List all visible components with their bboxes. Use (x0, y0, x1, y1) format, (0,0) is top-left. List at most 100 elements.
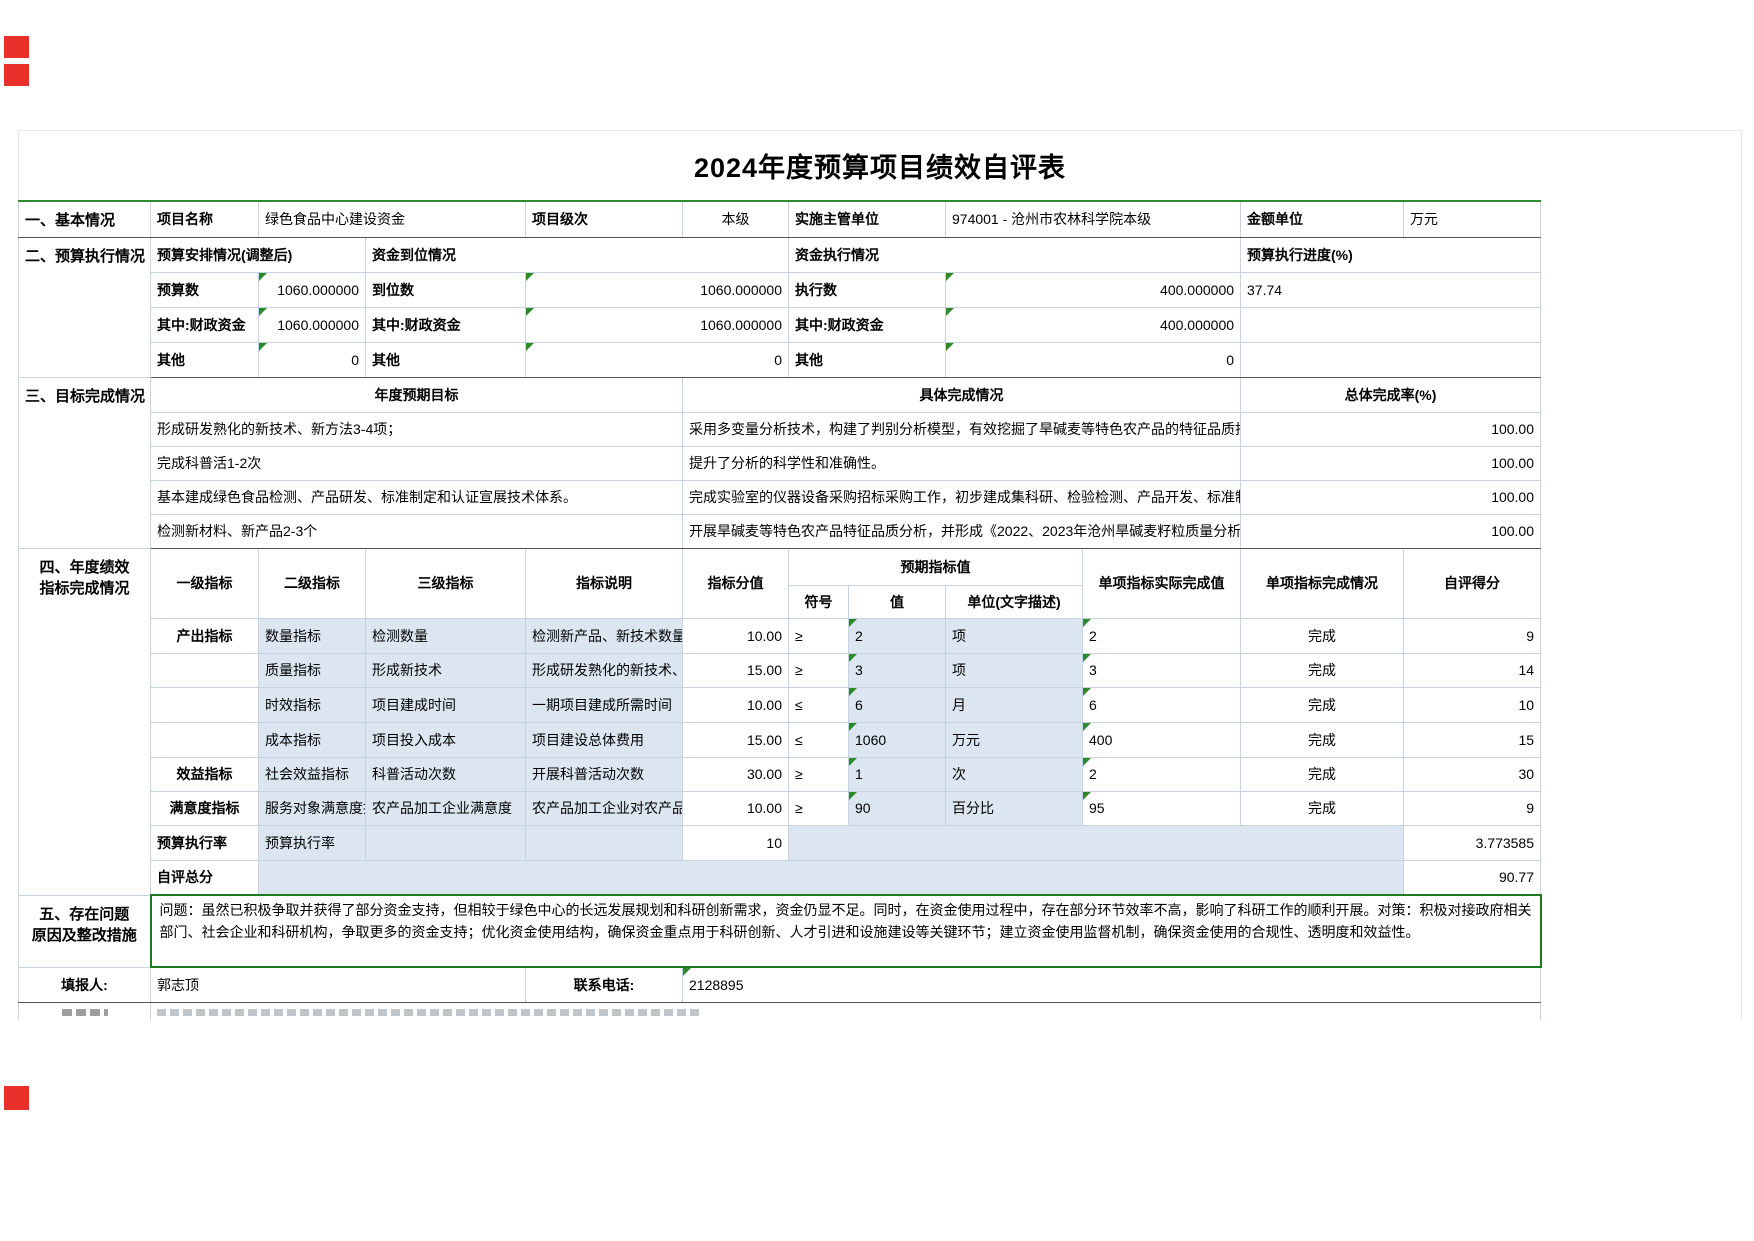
goal-rate-cell[interactable]: 100.00 (1240, 445, 1542, 481)
goal-target-cell[interactable]: 形成研发熟化的新技术、新方法3-4项； (150, 411, 683, 447)
indicator-unit-cell[interactable]: 百分比 (945, 790, 1083, 826)
indicator-symbol-cell[interactable]: ≤ (788, 721, 849, 758)
indicator-score-cell[interactable]: 10.00 (682, 790, 789, 826)
indicator-status-cell[interactable]: 完成 (1240, 790, 1405, 826)
indicator-actual-cell[interactable]: 6 (1081, 686, 1242, 723)
indicator-self-score-cell[interactable]: 9 (1403, 617, 1542, 654)
goal-completion-cell[interactable]: 开展旱碱麦等特色农产品特征品质分析，并形成《2022、2023年沧州旱碱麦籽粒质… (681, 513, 1242, 549)
indicator-desc-cell[interactable]: 形成研发熟化的新技术、新方法 (525, 652, 683, 688)
goal-target-cell[interactable]: 检测新材料、新产品2-3个 (150, 513, 683, 549)
empty-cell[interactable] (525, 824, 683, 861)
indicator-unit-cell[interactable]: 项 (945, 652, 1083, 688)
indicator-l1-cell[interactable]: 产出指标 (150, 617, 259, 654)
indicator-symbol-cell[interactable]: ≥ (788, 652, 849, 688)
goal-rate-cell[interactable]: 100.00 (1240, 479, 1542, 515)
indicator-score-cell[interactable]: 15.00 (682, 652, 789, 688)
project-name-cell[interactable]: 绿色食品中心建设资金 (258, 200, 526, 238)
indicator-actual-cell[interactable]: 95 (1081, 790, 1242, 826)
executed-amount-cell[interactable]: 400.000000 (944, 271, 1242, 308)
goal-completion-cell[interactable]: 提升了分析的科学性和准确性。 (681, 445, 1242, 481)
filler-name-cell[interactable]: 郭志顶 (150, 966, 526, 1003)
empty-cell[interactable] (1240, 341, 1542, 378)
authority-cell[interactable]: 974001 - 沧州市农林科学院本级 (944, 200, 1242, 238)
indicator-symbol-cell[interactable]: ≥ (788, 790, 849, 826)
indicator-l2-cell[interactable]: 数量指标 (258, 617, 366, 654)
received-amount-cell[interactable]: 0 (525, 341, 789, 378)
indicator-l3-cell[interactable]: 农产品加工企业满意度 (365, 790, 526, 826)
indicator-value-cell[interactable]: 6 (848, 686, 946, 723)
indicator-status-cell[interactable]: 完成 (1240, 721, 1405, 758)
arranged-amount-cell[interactable]: 0 (258, 341, 366, 378)
indicator-self-score-cell[interactable]: 14 (1403, 652, 1542, 688)
indicator-desc-cell[interactable]: 检测新产品、新技术数量 (525, 617, 683, 654)
indicator-status-cell[interactable]: 完成 (1240, 652, 1405, 688)
indicator-score-cell[interactable]: 10.00 (682, 617, 789, 654)
received-amount-cell[interactable]: 1060.000000 (525, 271, 789, 308)
empty-cell[interactable] (1240, 306, 1542, 343)
indicator-l3-cell[interactable]: 项目投入成本 (365, 721, 526, 758)
goal-target-cell[interactable]: 基本建成绿色食品检测、产品研发、标准制定和认证宣展技术体系。 (150, 479, 683, 515)
indicator-l2-cell[interactable]: 时效指标 (258, 686, 366, 723)
indicator-value-cell[interactable]: 3 (848, 652, 946, 688)
total-score-cell[interactable]: 90.77 (1403, 859, 1542, 896)
indicator-l3-cell[interactable]: 检测数量 (365, 617, 526, 654)
indicator-l1-cell[interactable]: 效益指标 (150, 756, 259, 792)
indicator-l3-cell[interactable]: 项目建成时间 (365, 686, 526, 723)
arranged-amount-cell[interactable]: 1060.000000 (258, 271, 366, 308)
indicator-score-cell[interactable]: 30.00 (682, 756, 789, 792)
goal-completion-cell[interactable]: 完成实验室的仪器设备采购招标采购工作，初步建成集科研、检验检测、产品开发、标准制… (681, 479, 1242, 515)
indicator-l3-cell[interactable]: 形成新技术 (365, 652, 526, 688)
indicator-actual-cell[interactable]: 2 (1081, 617, 1242, 654)
indicator-l3-cell[interactable]: 科普活动次数 (365, 756, 526, 792)
indicator-l1-cell[interactable] (150, 686, 259, 723)
goal-rate-cell[interactable]: 100.00 (1240, 411, 1542, 447)
indicator-actual-cell[interactable]: 400 (1081, 721, 1242, 758)
indicator-value-cell[interactable]: 90 (848, 790, 946, 826)
indicator-desc-cell[interactable]: 一期项目建成所需时间 (525, 686, 683, 723)
goal-completion-cell[interactable]: 采用多变量分析技术，构建了判别分析模型，有效挖掘了旱碱麦等特色农产品的特征品质指… (681, 411, 1242, 447)
indicator-l1-cell[interactable] (150, 652, 259, 688)
indicator-value-cell[interactable]: 1 (848, 756, 946, 792)
indicator-status-cell[interactable]: 完成 (1240, 617, 1405, 654)
goal-rate-cell[interactable]: 100.00 (1240, 513, 1542, 549)
indicator-actual-cell[interactable]: 2 (1081, 756, 1242, 792)
indicator-score-cell[interactable]: 15.00 (682, 721, 789, 758)
indicator-actual-cell[interactable]: 3 (1081, 652, 1242, 688)
indicator-desc-cell[interactable]: 农产品加工企业对农产品加工 (525, 790, 683, 826)
progress-cell[interactable]: 37.74 (1240, 271, 1542, 308)
indicator-unit-cell[interactable]: 项 (945, 617, 1083, 654)
amount-unit-cell[interactable]: 万元 (1403, 200, 1542, 238)
indicator-score-cell[interactable]: 10.00 (682, 686, 789, 723)
budget-rate-l2-cell[interactable]: 预算执行率 (258, 824, 366, 861)
indicator-l1-cell[interactable] (150, 721, 259, 758)
indicator-unit-cell[interactable]: 月 (945, 686, 1083, 723)
indicator-self-score-cell[interactable]: 10 (1403, 686, 1542, 723)
indicator-symbol-cell[interactable]: ≤ (788, 686, 849, 723)
indicator-l2-cell[interactable]: 成本指标 (258, 721, 366, 758)
indicator-desc-cell[interactable]: 项目建设总体费用 (525, 721, 683, 758)
phone-cell[interactable]: 2128895 (681, 966, 1542, 1003)
indicator-unit-cell[interactable]: 万元 (945, 721, 1083, 758)
indicator-l2-cell[interactable]: 服务对象满意度指标 (258, 790, 366, 826)
executed-amount-cell[interactable]: 0 (944, 341, 1242, 378)
empty-cell[interactable] (365, 824, 526, 861)
executed-amount-cell[interactable]: 400.000000 (944, 306, 1242, 343)
indicator-l2-cell[interactable]: 质量指标 (258, 652, 366, 688)
goal-target-cell[interactable]: 完成科普活1-2次 (150, 445, 683, 481)
empty-cell[interactable] (787, 824, 1405, 861)
indicator-self-score-cell[interactable]: 30 (1403, 756, 1542, 792)
indicator-value-cell[interactable]: 2 (848, 617, 946, 654)
indicator-l2-cell[interactable]: 社会效益指标 (258, 756, 366, 792)
arranged-amount-cell[interactable]: 1060.000000 (258, 306, 366, 343)
empty-cell[interactable] (257, 859, 1405, 896)
indicator-symbol-cell[interactable]: ≥ (788, 617, 849, 654)
indicator-status-cell[interactable]: 完成 (1240, 756, 1405, 792)
received-amount-cell[interactable]: 1060.000000 (525, 306, 789, 343)
indicator-l1-cell[interactable]: 满意度指标 (150, 790, 259, 826)
indicator-value-cell[interactable]: 1060 (848, 721, 946, 758)
indicator-unit-cell[interactable]: 次 (945, 756, 1083, 792)
indicator-desc-cell[interactable]: 开展科普活动次数 (525, 756, 683, 792)
indicator-self-score-cell[interactable]: 15 (1403, 721, 1542, 758)
indicator-symbol-cell[interactable]: ≥ (788, 756, 849, 792)
budget-rate-l1-cell[interactable]: 预算执行率 (150, 824, 259, 861)
